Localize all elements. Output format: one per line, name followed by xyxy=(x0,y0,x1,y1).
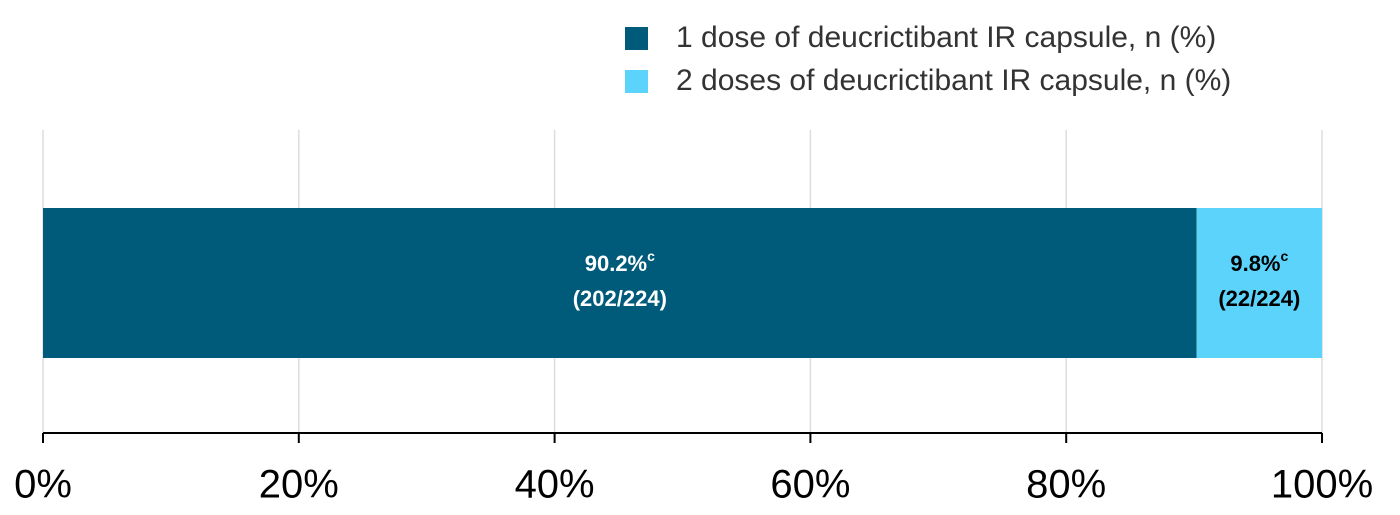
x-tick-label: 100% xyxy=(1271,463,1373,507)
value-label: 9.8%c xyxy=(1230,248,1288,276)
bar-segment xyxy=(43,208,1197,358)
value-label-text: 90.2% xyxy=(585,251,647,276)
bar-segment xyxy=(1196,208,1322,358)
x-tick-label: 80% xyxy=(1026,463,1106,507)
x-tick-label: 0% xyxy=(14,463,72,507)
legend-swatch xyxy=(625,27,648,50)
legend-label: 1 dose of deucrictibant IR capsule, n (%… xyxy=(676,21,1216,54)
value-count: (202/224) xyxy=(573,286,667,311)
value-label-note: c xyxy=(1281,248,1289,264)
legend-label: 2 doses of deucrictibant IR capsule, n (… xyxy=(676,64,1231,97)
value-label-note: c xyxy=(647,248,655,264)
x-tick-label: 20% xyxy=(259,463,339,507)
legend-swatch xyxy=(625,70,648,93)
x-tick-label: 40% xyxy=(515,463,595,507)
value-count: (22/224) xyxy=(1218,286,1300,311)
value-label-text: 9.8% xyxy=(1230,251,1280,276)
x-tick-label: 60% xyxy=(770,463,850,507)
value-label: 90.2%c xyxy=(585,248,655,276)
